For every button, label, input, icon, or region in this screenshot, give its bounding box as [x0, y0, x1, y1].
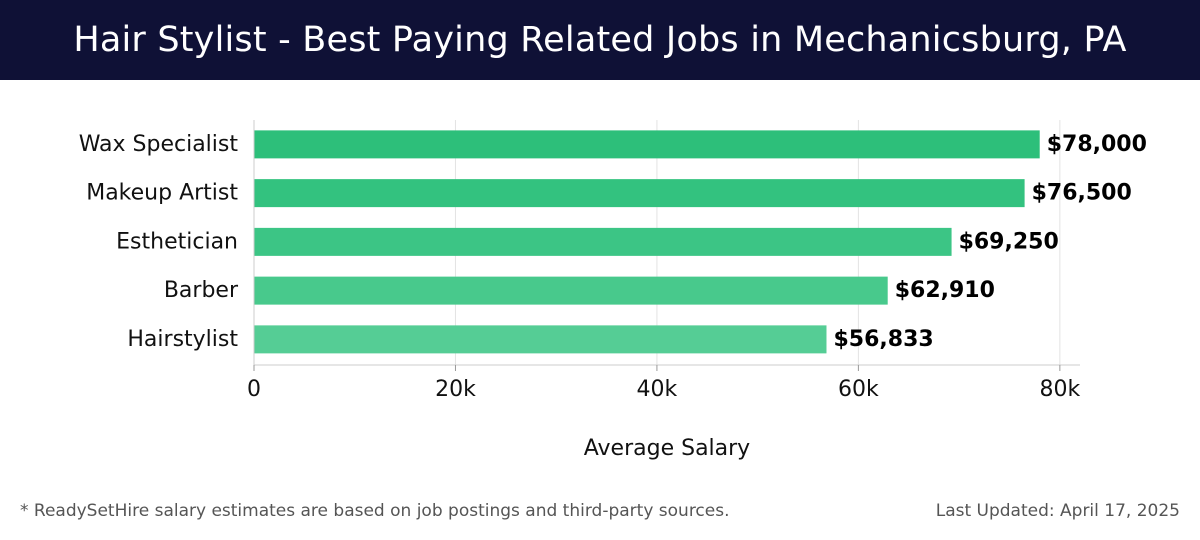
x-tick-label: 80k: [1039, 377, 1080, 402]
bar: [254, 276, 888, 305]
x-tick-label: 0: [247, 377, 261, 402]
header-bar: Hair Stylist - Best Paying Related Jobs …: [0, 0, 1200, 80]
bar: [254, 179, 1025, 208]
bar: [254, 130, 1040, 159]
x-tick-label: 60k: [838, 377, 879, 402]
category-label: Barber: [164, 278, 239, 303]
value-label: $76,500: [1032, 181, 1132, 206]
value-label: $62,910: [895, 278, 995, 303]
category-label: Wax Specialist: [79, 132, 239, 157]
bar: [254, 227, 952, 256]
x-tick-label: 40k: [637, 377, 678, 402]
value-label: $69,250: [959, 229, 1059, 254]
bar: [254, 325, 827, 354]
category-label: Hairstylist: [127, 327, 238, 352]
category-label: Esthetician: [116, 229, 238, 254]
x-axis-title: Average Salary: [584, 436, 750, 461]
category-label: Makeup Artist: [86, 181, 238, 206]
last-updated: Last Updated: April 17, 2025: [935, 501, 1180, 521]
value-label: $56,833: [833, 327, 933, 352]
salary-bar-chart: Wax Specialist $78,000 Makeup Artist $76,50…: [79, 120, 1147, 461]
x-tick-label: 20k: [435, 377, 476, 402]
footer-note: * ReadySetHire salary estimates are base…: [20, 501, 730, 521]
page-title: Hair Stylist - Best Paying Related Jobs …: [73, 20, 1127, 60]
value-label: $78,000: [1047, 132, 1147, 157]
